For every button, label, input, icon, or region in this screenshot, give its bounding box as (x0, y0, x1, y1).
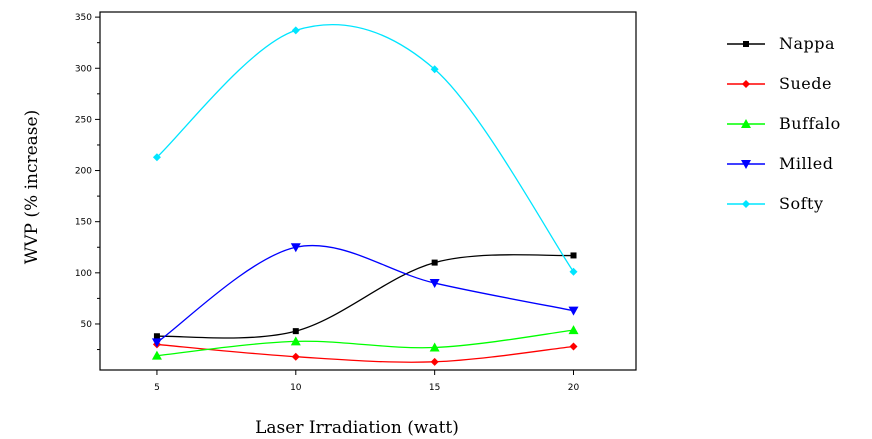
data-point-buffalo (290, 336, 301, 346)
data-point-nappa (153, 333, 160, 340)
series-line-nappa (156, 254, 574, 339)
data-point-suede (569, 342, 578, 351)
data-point-nappa (431, 259, 438, 266)
y-tick-label: 50 (81, 320, 93, 330)
legend-label-softy: Softy (779, 194, 823, 213)
legend-marker-milled (741, 160, 751, 169)
x-axis-title: Laser Irradiation (watt) (255, 418, 459, 438)
legend-label-suede: Suede (779, 74, 832, 93)
legend-label-nappa: Nappa (779, 34, 835, 53)
legend-marker-softy (742, 200, 750, 208)
plot-frame (99, 11, 637, 371)
y-tick-label: 250 (75, 115, 92, 125)
data-point-softy (152, 153, 161, 162)
data-point-softy (569, 267, 578, 276)
data-point-softy (291, 26, 300, 35)
data-point-nappa (292, 328, 299, 335)
y-tick-label: 150 (75, 218, 92, 228)
data-point-buffalo (429, 342, 440, 352)
y-tick-label: 300 (75, 64, 92, 74)
data-point-buffalo (151, 350, 162, 360)
series-line-suede (156, 343, 574, 363)
legend-label-buffalo: Buffalo (779, 114, 841, 133)
data-point-softy (430, 65, 439, 74)
series-line-buffalo (156, 329, 574, 357)
legend-marker-buffalo (741, 119, 751, 128)
data-point-suede (291, 352, 300, 361)
x-tick-label: 5 (154, 383, 160, 393)
data-point-nappa (570, 252, 577, 259)
y-tick-label: 350 (75, 13, 92, 23)
y-axis-title: WVP (% increase) (22, 110, 42, 264)
y-tick-label: 100 (75, 269, 92, 279)
x-tick-label: 15 (429, 383, 440, 393)
legend-label-milled: Milled (779, 154, 833, 173)
x-tick-label: 10 (290, 383, 302, 393)
legend-marker-nappa (743, 41, 749, 47)
y-tick-label: 200 (75, 167, 92, 177)
data-point-buffalo (568, 325, 579, 335)
legend-marker-suede (742, 80, 750, 88)
data-point-milled (290, 243, 301, 253)
x-tick-label: 20 (568, 383, 580, 393)
series-line-softy (156, 24, 575, 273)
data-point-milled (151, 338, 162, 348)
data-point-milled (568, 306, 579, 316)
data-point-milled (429, 279, 440, 289)
series-line-milled (156, 244, 574, 343)
data-point-suede (430, 357, 439, 366)
